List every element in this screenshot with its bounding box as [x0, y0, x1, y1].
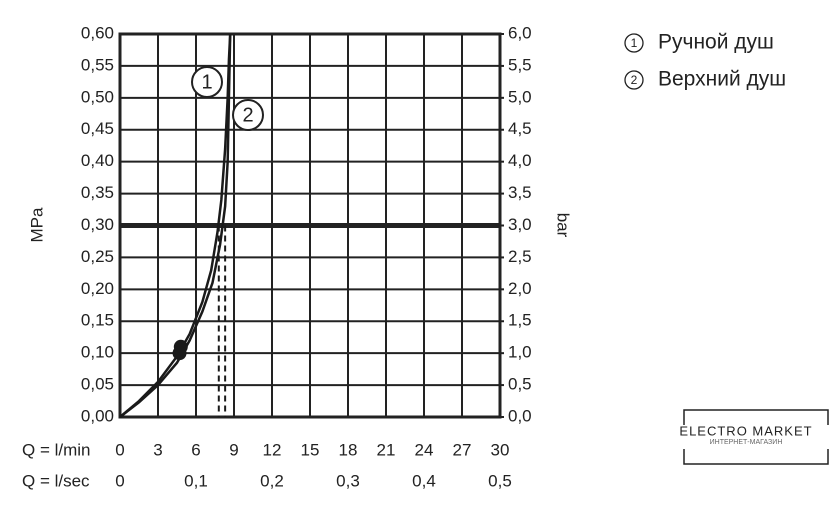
- x-tick-label: 24: [415, 440, 434, 459]
- legend-number: 2: [631, 73, 638, 87]
- curve: [119, 33, 232, 418]
- legend-label: Ручной душ: [658, 31, 774, 54]
- y-tick-label: 0,40: [81, 151, 114, 170]
- curve: [119, 33, 232, 418]
- x2-tick-label: 0,4: [412, 471, 436, 490]
- y2-tick-label: 4,0: [508, 151, 532, 170]
- y-tick-label: 0,10: [81, 343, 114, 362]
- y2-axis-label: bar: [554, 213, 573, 238]
- y-tick-label: 0,55: [81, 55, 114, 74]
- operating-point: [172, 346, 187, 361]
- curve-label: 1: [201, 71, 212, 93]
- y-tick-label: 0,05: [81, 375, 114, 394]
- y-tick-label: 0,20: [81, 279, 114, 298]
- watermark-title: ELECTRO MARKET: [679, 423, 812, 438]
- curve-label-ring: [232, 99, 264, 131]
- x2-tick-label: 0,1: [184, 471, 208, 490]
- y2-tick-label: 6,0: [508, 23, 532, 42]
- y-axis-label: MPa: [27, 207, 46, 243]
- y2-tick-label: 4,5: [508, 119, 532, 138]
- y2-tick-label: 5,0: [508, 87, 532, 106]
- x-tick-label: 0: [115, 440, 124, 459]
- y2-tick-label: 1,0: [508, 343, 532, 362]
- legend-ring: [624, 33, 644, 53]
- y-tick-label: 0,25: [81, 247, 114, 266]
- x2-axis-label: Q = l/sec: [22, 471, 90, 490]
- y-tick-label: 0,60: [81, 23, 114, 42]
- y2-tick-label: 5,5: [508, 55, 532, 74]
- y2-tick-label: 0,0: [508, 406, 532, 425]
- x-tick-label: 21: [377, 440, 396, 459]
- x2-tick-label: 0,2: [260, 471, 284, 490]
- curve-label-ring: [191, 66, 223, 98]
- y-tick-label: 0,15: [81, 311, 114, 330]
- y-tick-label: 0,00: [81, 406, 114, 425]
- y2-tick-label: 0,5: [508, 375, 532, 394]
- x-tick-label: 27: [453, 440, 472, 459]
- curve-label: 2: [242, 104, 253, 126]
- x-tick-label: 9: [229, 440, 238, 459]
- y2-tick-label: 3,0: [508, 215, 532, 234]
- x-tick-label: 3: [153, 440, 162, 459]
- y-tick-label: 0,30: [81, 215, 114, 234]
- y2-tick-label: 3,5: [508, 183, 532, 202]
- y-tick-label: 0,45: [81, 119, 114, 138]
- y-tick-label: 0,50: [81, 87, 114, 106]
- y2-tick-label: 2,5: [508, 247, 532, 266]
- x-tick-label: 15: [301, 440, 320, 459]
- x-axis-label: Q = l/min: [22, 440, 91, 459]
- x-tick-label: 30: [491, 440, 510, 459]
- y2-tick-label: 1,5: [508, 311, 532, 330]
- legend-ring: [624, 70, 644, 90]
- y-tick-label: 0,35: [81, 183, 114, 202]
- x2-tick-label: 0,5: [488, 471, 512, 490]
- watermark: ELECTRO MARKET ИНТЕРНЕТ-МАГАЗИН: [679, 409, 829, 465]
- x2-tick-label: 0,3: [336, 471, 360, 490]
- watermark-subtitle: ИНТЕРНЕТ-МАГАЗИН: [710, 439, 783, 446]
- x2-tick-label: 0: [115, 471, 124, 490]
- y2-tick-label: 2,0: [508, 279, 532, 298]
- x-tick-label: 18: [339, 440, 358, 459]
- legend-label: Верхний душ: [658, 68, 786, 91]
- x-tick-label: 12: [263, 440, 282, 459]
- x-tick-label: 6: [191, 440, 200, 459]
- legend-number: 1: [631, 36, 638, 50]
